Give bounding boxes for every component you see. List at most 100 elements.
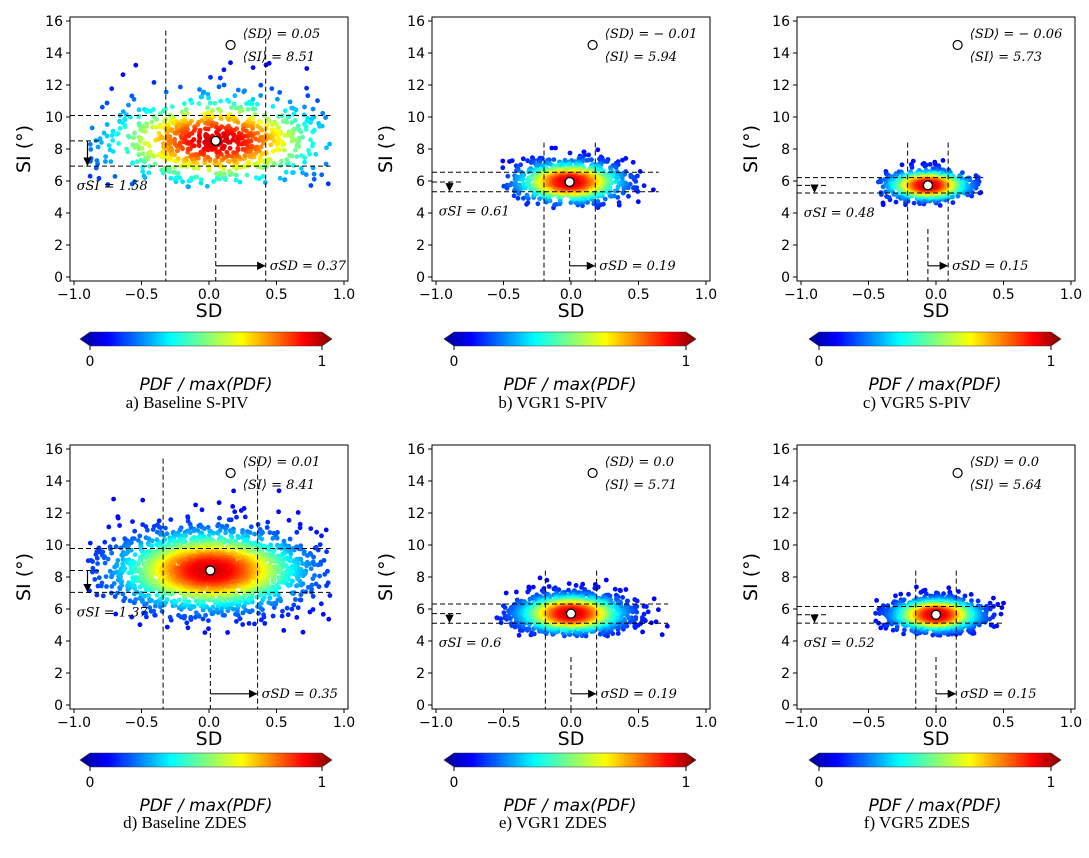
data-point xyxy=(110,138,116,143)
data-point xyxy=(147,163,152,169)
data-point xyxy=(291,559,297,564)
sigma-si-label: σSI = 0.48 xyxy=(804,206,875,221)
data-point xyxy=(267,595,273,601)
data-point xyxy=(183,119,189,125)
data-point xyxy=(249,152,255,158)
data-point xyxy=(205,154,211,160)
data-point xyxy=(601,159,607,164)
data-point xyxy=(260,174,266,179)
data-point xyxy=(217,170,223,176)
data-point xyxy=(123,112,129,118)
data-point xyxy=(278,163,284,168)
data-point xyxy=(301,112,307,118)
data-point xyxy=(237,179,243,185)
data-point xyxy=(323,527,329,533)
data-point xyxy=(199,507,205,513)
data-point xyxy=(158,124,163,130)
data-point xyxy=(175,156,181,161)
data-point xyxy=(111,496,116,502)
data-point xyxy=(630,159,636,165)
data-point xyxy=(275,545,281,551)
data-point xyxy=(136,152,142,158)
data-point xyxy=(115,131,121,136)
data-point xyxy=(520,156,526,162)
data-point xyxy=(256,610,261,616)
data-point xyxy=(189,175,194,181)
data-point xyxy=(226,117,232,122)
data-point xyxy=(245,106,251,112)
y-tick-label: 0 xyxy=(416,270,425,286)
data-point xyxy=(293,147,298,153)
data-point xyxy=(626,193,631,199)
y-tick-label: 6 xyxy=(781,174,790,190)
data-point xyxy=(500,165,506,171)
x-axis-label: SD xyxy=(923,300,950,322)
data-point xyxy=(94,555,100,561)
data-point xyxy=(310,106,316,112)
data-point xyxy=(266,600,272,605)
data-point xyxy=(615,195,621,200)
data-point xyxy=(147,149,153,155)
data-point xyxy=(899,162,905,168)
data-point xyxy=(185,625,191,631)
data-point xyxy=(520,176,526,182)
data-point xyxy=(172,136,178,142)
data-point xyxy=(132,552,138,558)
data-point xyxy=(222,138,228,143)
data-point xyxy=(567,150,573,156)
data-point xyxy=(108,159,114,165)
y-tick-label: 12 xyxy=(407,78,425,94)
data-point xyxy=(230,504,236,509)
data-point xyxy=(893,199,899,205)
data-point xyxy=(580,203,585,209)
data-point xyxy=(289,120,295,126)
data-point xyxy=(911,200,917,206)
y-tick-label: 6 xyxy=(54,174,63,190)
data-point xyxy=(147,597,152,602)
data-point xyxy=(210,604,216,610)
data-point xyxy=(270,104,276,109)
y-tick-label: 0 xyxy=(54,270,63,286)
data-point xyxy=(126,580,132,586)
data-point xyxy=(304,66,310,71)
data-point xyxy=(152,161,158,167)
data-point xyxy=(616,200,622,205)
data-point xyxy=(300,589,306,594)
data-point xyxy=(122,124,128,130)
data-point xyxy=(584,158,589,163)
data-point xyxy=(227,168,232,174)
y-axis-label: SI (°) xyxy=(375,125,397,173)
data-point xyxy=(238,508,244,513)
data-point xyxy=(293,107,299,113)
data-point xyxy=(232,509,238,515)
data-point xyxy=(284,605,290,611)
data-point xyxy=(146,593,151,598)
data-point xyxy=(136,107,142,113)
data-point xyxy=(524,192,530,198)
data-point xyxy=(323,115,328,120)
data-point xyxy=(213,171,219,177)
data-point xyxy=(518,162,523,168)
data-point xyxy=(229,105,235,110)
data-point xyxy=(159,135,165,141)
data-point xyxy=(585,200,590,205)
data-point xyxy=(234,172,239,178)
data-point xyxy=(87,173,93,179)
data-point xyxy=(105,556,111,562)
data-point xyxy=(186,133,192,139)
data-point xyxy=(271,160,277,166)
data-point xyxy=(156,130,162,136)
data-point xyxy=(521,172,527,178)
data-point xyxy=(527,182,532,188)
data-point xyxy=(310,129,316,135)
data-point xyxy=(147,143,152,149)
x-axis-label: SD xyxy=(558,300,585,322)
panel-caption: c) VGR5 S-PIV xyxy=(863,393,972,412)
data-point xyxy=(175,148,181,153)
data-point xyxy=(130,160,136,166)
data-point xyxy=(304,85,309,91)
data-point xyxy=(223,526,229,532)
sigma-si-label: σSI = 1.58 xyxy=(77,179,148,194)
data-point xyxy=(103,154,109,160)
data-point xyxy=(517,182,523,188)
